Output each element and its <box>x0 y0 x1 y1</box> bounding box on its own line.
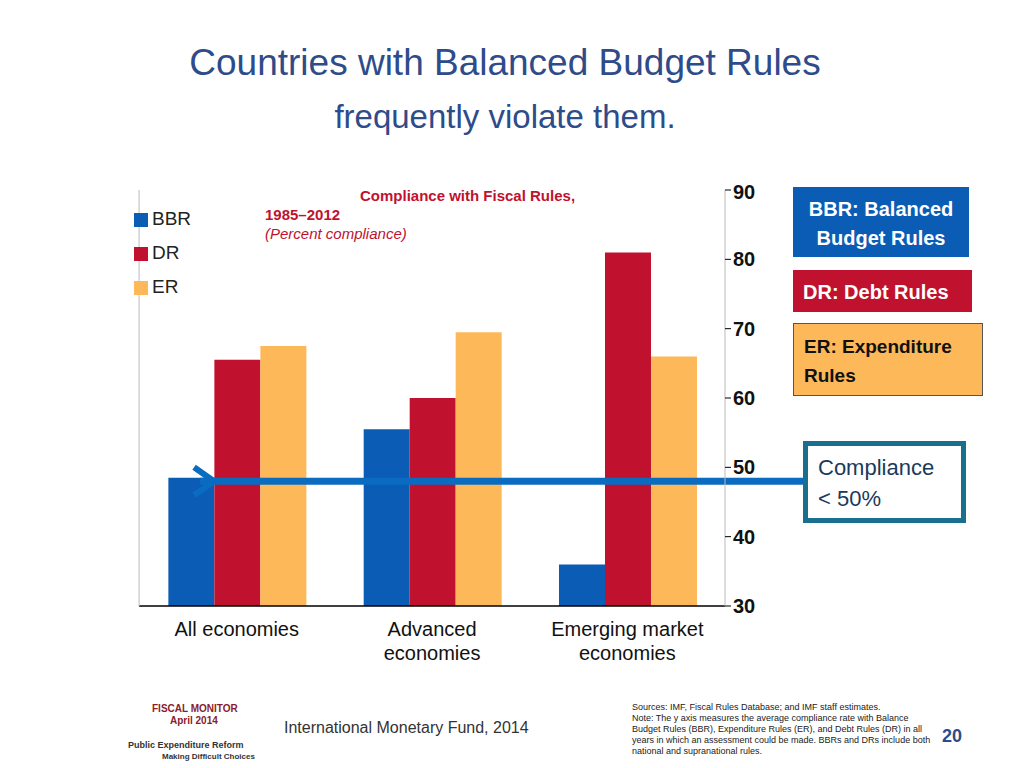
html-text:(Percent compliance): (Percent compliance) <box>265 225 407 242</box>
html-text:Public Expenditure Reform: Public Expenditure Reform <box>128 740 244 750</box>
html-text:ER: Expenditure Rules: ER: Expenditure Rules <box>804 336 952 386</box>
html-text:ER: ER <box>152 276 179 297</box>
svg-text:All economies: All economies <box>174 618 299 640</box>
html-text:DR: DR <box>152 242 180 263</box>
svg-text:30: 30 <box>733 595 755 617</box>
html-text:Countries with Balanced Budget: Countries with Balanced Budget Rules <box>189 42 821 83</box>
svg-text:70: 70 <box>733 318 755 340</box>
html-text:1985–2012: 1985–2012 <box>265 206 341 223</box>
svg-text:50: 50 <box>733 456 755 478</box>
html-text:DR: Debt Rules: DR: Debt Rules <box>803 281 949 303</box>
svg-text:80: 80 <box>733 248 755 270</box>
html-text:BBR: Balanced Budget Rules: BBR: Balanced Budget Rules <box>808 198 954 249</box>
svg-text:40: 40 <box>733 526 755 548</box>
svg-text:90: 90 <box>733 181 755 203</box>
html-text:Sources: IMF, Fiscal Rules Dat: Sources: IMF, Fiscal Rules Database; and… <box>632 702 881 712</box>
html-text:Making Difficult Choices: Making Difficult Choices <box>162 752 255 761</box>
svg-text:Advancedeconomies: Advancedeconomies <box>384 618 481 664</box>
html-text:FISCAL MONITOR: FISCAL MONITOR <box>152 703 238 714</box>
html-text:Compliance with Fiscal Rules,: Compliance with Fiscal Rules, <box>360 187 576 204</box>
html-text:frequently violate them.: frequently violate them. <box>334 98 676 135</box>
html-text:Compliance < 50%: Compliance < 50% <box>818 455 935 511</box>
html-text:Note: The y axis measures the: Note: The y axis measures the average co… <box>632 713 931 756</box>
svg-text:60: 60 <box>733 387 755 409</box>
html-text:20: 20 <box>942 726 962 746</box>
html-text:April 2014: April 2014 <box>170 715 218 726</box>
html-text:BBR: BBR <box>152 208 192 229</box>
svg-text:Emerging marketeconomies: Emerging marketeconomies <box>551 618 704 664</box>
html-text:International Monetary Fund, 2: International Monetary Fund, 2014 <box>284 719 529 736</box>
